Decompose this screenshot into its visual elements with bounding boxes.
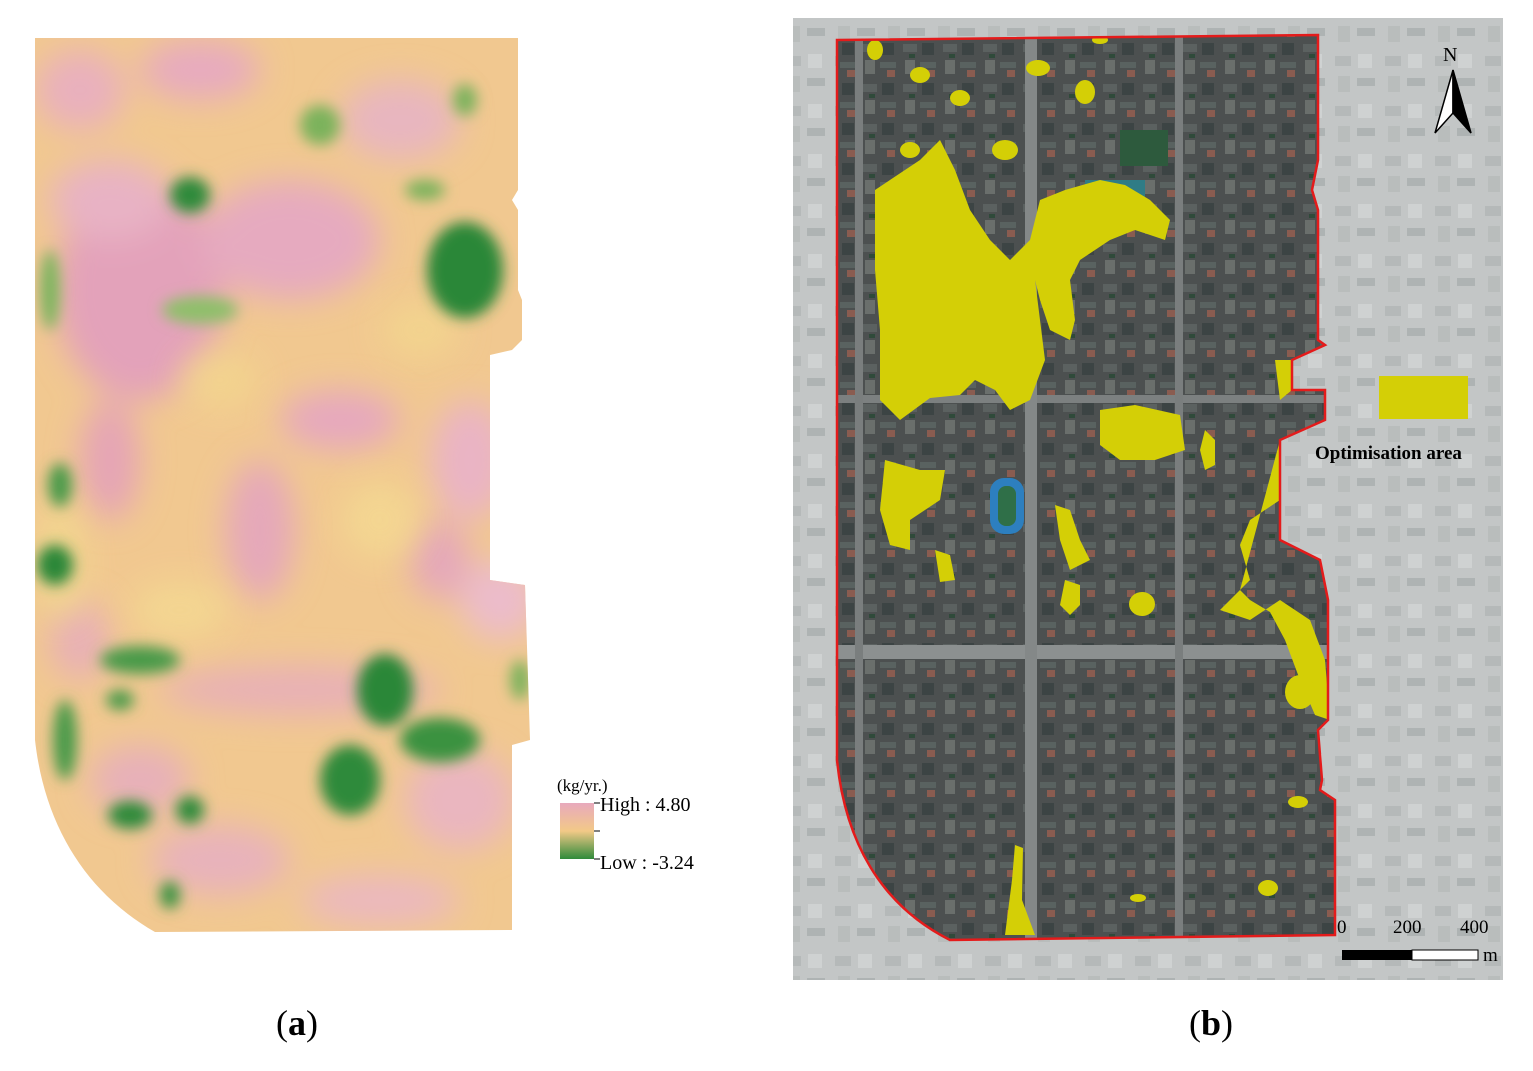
north-arrow-icon <box>1434 69 1472 134</box>
legend-low-label: Low : -3.24 <box>600 852 694 874</box>
caption-a: (a) <box>276 1003 318 1043</box>
panel-a: (kg/yr.) High : 4.80 Low : -3.24 (a) <box>0 0 760 1071</box>
satellite-map <box>793 18 1503 980</box>
scale-tick-400: 400 <box>1460 917 1489 938</box>
scale-bar <box>1342 949 1479 961</box>
scale-tick-0: 0 <box>1337 917 1347 938</box>
optimisation-legend-swatch <box>1379 376 1468 419</box>
caption-b: (b) <box>1189 1003 1234 1043</box>
scale-unit: m <box>1483 945 1498 966</box>
panel-b: Optimisation area N 0 200 400 m (b) <box>780 0 1533 1071</box>
legend-high-label: High : 4.80 <box>600 794 691 816</box>
north-label: N <box>1443 44 1458 66</box>
optimisation-legend-label: Optimisation area <box>1315 443 1462 464</box>
scale-tick-200: 200 <box>1393 917 1422 938</box>
legend-color-bar <box>560 803 594 859</box>
heatmap-map <box>35 38 600 932</box>
legend-unit: (kg/yr.) <box>557 776 608 795</box>
study-area-boundary <box>835 33 1337 942</box>
optimisation-area-polygons <box>867 36 1330 935</box>
